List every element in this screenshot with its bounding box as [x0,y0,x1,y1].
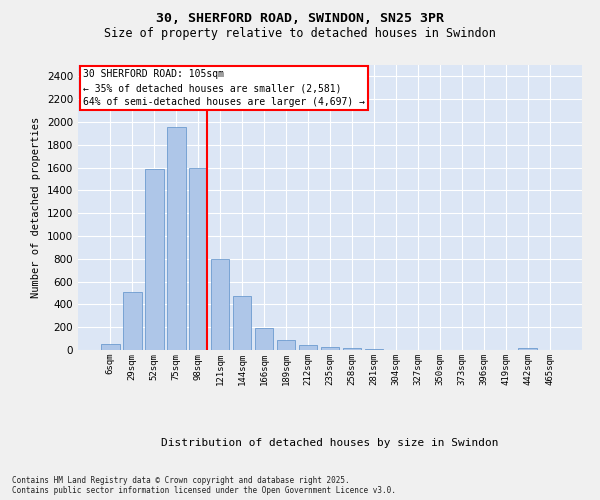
Bar [211,259,229,350]
Text: 30 SHERFORD ROAD: 105sqm
← 35% of detached houses are smaller (2,581)
64% of sem: 30 SHERFORD ROAD: 105sqm ← 35% of detach… [83,70,365,108]
Bar [255,328,274,350]
Text: Distribution of detached houses by size in Swindon: Distribution of detached houses by size … [161,438,499,448]
Bar [101,344,119,350]
Bar [189,168,208,350]
Bar [518,348,537,350]
Bar [123,292,142,350]
Bar [320,346,340,350]
Text: Size of property relative to detached houses in Swindon: Size of property relative to detached ho… [104,28,496,40]
Bar [145,168,164,350]
Y-axis label: Number of detached properties: Number of detached properties [31,117,41,298]
Text: Contains HM Land Registry data © Crown copyright and database right 2025.
Contai: Contains HM Land Registry data © Crown c… [12,476,396,495]
Bar [233,296,251,350]
Bar [277,340,295,350]
Bar [167,126,185,350]
Text: 30, SHERFORD ROAD, SWINDON, SN25 3PR: 30, SHERFORD ROAD, SWINDON, SN25 3PR [156,12,444,26]
Bar [365,349,383,350]
Bar [343,348,361,350]
Bar [299,346,317,350]
